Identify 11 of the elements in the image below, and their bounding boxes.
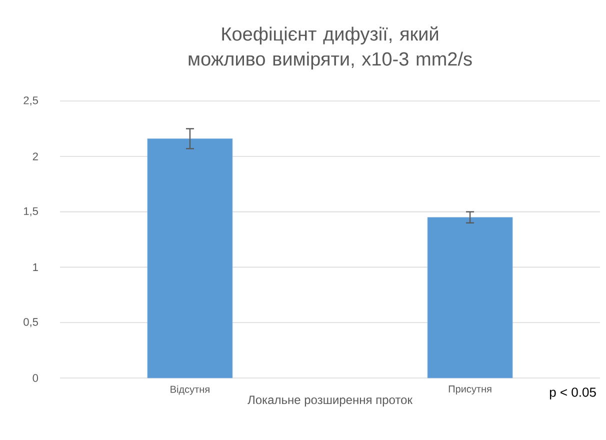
text: p < 0.05 — [550, 388, 596, 400]
y-tick-label: 2 — [32, 152, 38, 160]
y-tick-label: 1,5 — [24, 207, 38, 216]
y-tick-label: 0,5 — [24, 318, 38, 328]
chart-title: Коефіцієнт дифузії, який можливо виміряти, x10-3 mm2/s — [188, 26, 472, 70]
x-tick-label: Присутня — [448, 386, 492, 394]
y-tick-label: 1 — [33, 263, 38, 271]
y-tick-label: 2,5 — [24, 96, 38, 106]
x-axis-title: Локальне розширення проток — [248, 396, 413, 406]
y-tick-label: 0 — [32, 374, 38, 382]
x-tick-label: Відсутня — [170, 386, 210, 395]
